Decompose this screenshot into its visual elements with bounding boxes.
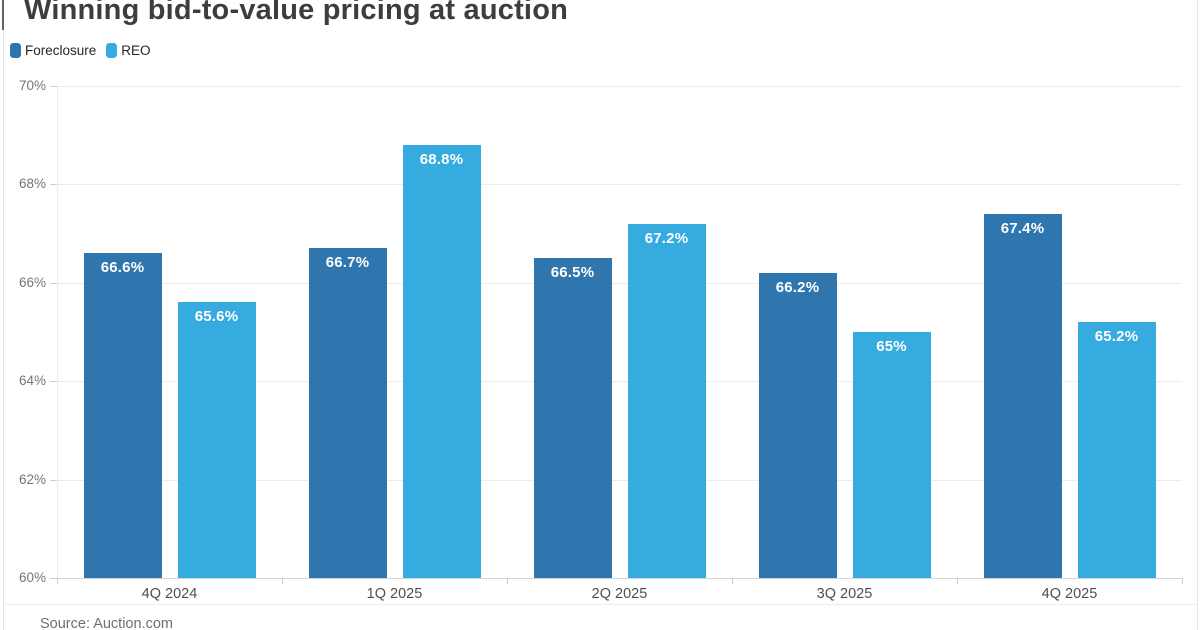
legend-item-foreclosure: Foreclosure [10,43,96,58]
chart-title: Winning bid-to-value pricing at auction [24,0,569,26]
left-border [3,0,4,630]
bar-value-label: 68.8% [419,151,464,169]
bar-value-label: 66.2% [775,278,820,296]
bar-value-label: 65.6% [194,308,239,326]
bar-value-label: 66.7% [325,254,370,272]
bar-value-label: 66.5% [550,264,595,282]
y-axis-label-60: 60% [18,570,46,585]
bar-foreclosure-3q-2025: 66.2% [758,272,837,578]
x-axis-tick-4 [957,578,958,584]
x-axis-tick-3 [732,578,733,584]
y-axis-line [57,86,58,578]
x-axis-tick-2 [507,578,508,584]
bar-foreclosure-1q-2025: 66.7% [308,248,387,578]
bar-value-label: 65.2% [1094,328,1139,346]
y-axis-tick-66 [50,282,57,284]
gridline-68 [57,184,1182,186]
legend-label: Foreclosure [25,43,97,58]
legend-item-reo: REO [106,43,151,58]
source-note: Source: Auction.com [40,616,173,630]
chart-legend: Foreclosure REO [10,43,151,58]
y-axis-label-68: 68% [18,176,46,192]
x-axis-tick-5 [1182,578,1183,584]
gridline-70 [57,86,1182,87]
bar-reo-2q-2025: 67.2% [627,223,706,578]
bar-foreclosure-4q-2024: 66.6% [83,253,162,578]
bar-value-label: 66.6% [100,259,145,277]
bar-value-label: 65% [876,338,907,355]
y-axis-label-62: 62% [18,471,46,487]
legend-swatch-foreclosure [10,43,21,58]
x-axis-label-4q-2024: 4Q 2024 [141,586,198,602]
y-axis-tick-70 [50,86,57,87]
gridline-64 [57,381,1182,383]
y-axis-tick-60 [50,578,57,579]
y-axis-tick-68 [50,184,57,186]
y-axis-tick-62 [50,479,57,481]
bar-value-label: 67.2% [644,229,689,247]
x-axis-label-4q-2025: 4Q 2025 [1041,586,1098,602]
bar-foreclosure-2q-2025: 66.5% [533,258,612,578]
y-axis-tick-64 [50,381,57,383]
bar-reo-4q-2024: 65.6% [177,302,256,578]
y-axis-label-64: 64% [18,373,46,389]
x-axis-label-1q-2025: 1Q 2025 [366,586,423,602]
x-axis-label-3q-2025: 3Q 2025 [816,586,873,602]
legend-swatch-reo [106,43,118,58]
legend-label: REO [121,43,151,58]
y-axis-label-66: 66% [18,274,46,290]
bar-reo-3q-2025: 65% [852,332,931,578]
x-axis-tick-1 [282,578,283,584]
x-axis-tick-0 [57,578,58,584]
bar-foreclosure-4q-2025: 67.4% [983,213,1062,578]
right-border [1197,0,1198,630]
gridline-60 [57,578,1182,579]
bottom-divider [3,604,1198,605]
bar-reo-1q-2025: 68.8% [402,145,481,578]
gridline-62 [57,479,1182,481]
bar-reo-4q-2025: 65.2% [1077,322,1156,578]
y-axis-label-70: 70% [18,78,46,93]
left-border-dark-segment [2,0,4,30]
bar-value-label: 67.4% [1000,219,1045,237]
gridline-66 [57,282,1182,284]
x-axis-label-2q-2025: 2Q 2025 [591,586,648,602]
